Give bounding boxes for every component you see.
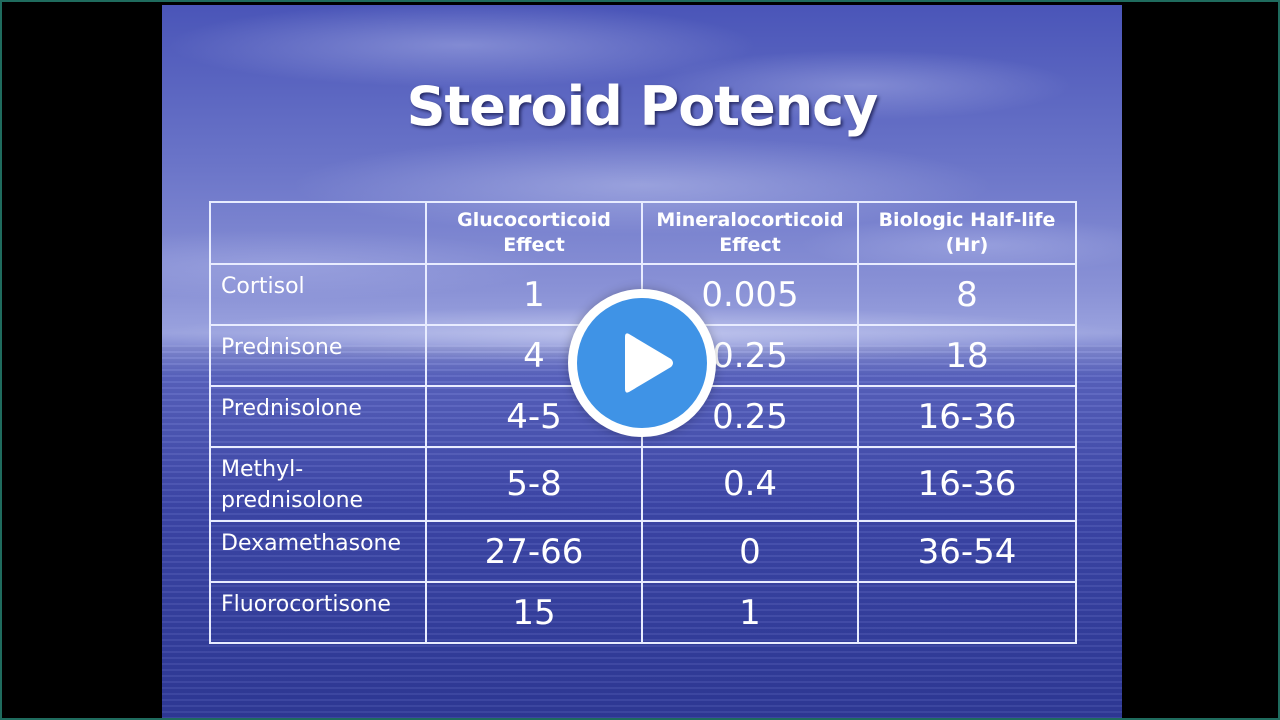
glucocorticoid-value: 27-66 (425, 520, 643, 583)
glucocorticoid-value: 5-8 (425, 446, 643, 522)
header-half-life: Biologic Half-life (Hr) (857, 201, 1077, 265)
header-mineralocorticoid: Mineralocorticoid Effect (641, 201, 859, 265)
header-half-life-line2: (Hr) (945, 234, 989, 256)
play-icon (625, 333, 673, 393)
drug-name: Fluorocortisone (209, 581, 427, 644)
drug-name: Cortisol (209, 263, 427, 326)
table-row: Methyl- prednisolone 5-8 0.4 16-36 (209, 446, 1077, 522)
header-glucocorticoid-line2: Effect (503, 234, 565, 256)
drug-name: Prednisone (209, 324, 427, 387)
table-row: Fluorocortisone 15 1 (209, 581, 1077, 644)
glucocorticoid-value: 15 (425, 581, 643, 644)
header-empty (209, 201, 427, 265)
table-header-row: Glucocorticoid Effect Mineralocorticoid … (209, 201, 1077, 265)
half-life-value: 16-36 (857, 385, 1077, 448)
half-life-value: 36-54 (857, 520, 1077, 583)
drug-name-line2: prednisolone (221, 488, 364, 513)
slide: Steroid Potency Glucocorticoid Effect Mi… (162, 5, 1122, 718)
table-row: Dexamethasone 27-66 0 36-54 (209, 520, 1077, 583)
drug-name-line1: Methyl- (221, 457, 304, 482)
half-life-value: 18 (857, 324, 1077, 387)
slide-title: Steroid Potency (406, 75, 879, 138)
header-glucocorticoid: Glucocorticoid Effect (425, 201, 643, 265)
half-life-value: 16-36 (857, 446, 1077, 522)
mineralocorticoid-value: 1 (641, 581, 859, 644)
half-life-value: 8 (857, 263, 1077, 326)
drug-name: Methyl- prednisolone (209, 446, 427, 522)
mineralocorticoid-value: 0.4 (641, 446, 859, 522)
header-glucocorticoid-line1: Glucocorticoid (457, 209, 611, 231)
table-row: Cortisol 1 0.005 8 (209, 263, 1077, 326)
play-button-face[interactable] (577, 298, 707, 428)
half-life-value (857, 581, 1077, 644)
drug-name: Prednisolone (209, 385, 427, 448)
header-mineralocorticoid-line2: Effect (719, 234, 781, 256)
mineralocorticoid-value: 0 (641, 520, 859, 583)
drug-name: Dexamethasone (209, 520, 427, 583)
table-row: Prednisolone 4-5 0.25 16-36 (209, 385, 1077, 448)
play-button[interactable] (568, 289, 716, 437)
header-mineralocorticoid-line1: Mineralocorticoid (656, 209, 844, 231)
header-half-life-line1: Biologic Half-life (878, 209, 1056, 231)
